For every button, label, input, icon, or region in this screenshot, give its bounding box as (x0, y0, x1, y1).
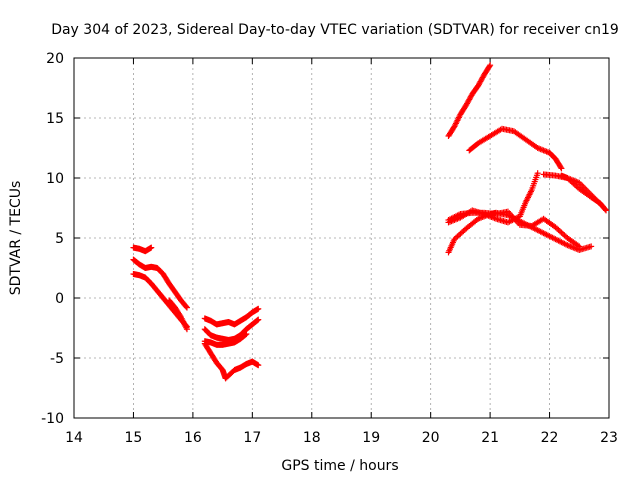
x-tick-label: 20 (422, 430, 440, 446)
x-tick-label: 18 (303, 430, 321, 446)
data-point (486, 63, 493, 70)
x-tick-label: 14 (65, 430, 83, 446)
chart-title: Day 304 of 2023, Sidereal Day-to-day VTE… (51, 22, 619, 38)
x-tick-label: 22 (541, 430, 559, 446)
data-point (183, 303, 190, 310)
series-track-k (540, 171, 607, 210)
y-axis-label: SDTVAR / TECUs (8, 181, 24, 296)
y-tick-label: 20 (46, 51, 64, 67)
data-point (558, 165, 565, 172)
series-track-g (201, 331, 250, 348)
y-tick-label: 15 (46, 111, 64, 127)
series-track-e (201, 305, 262, 328)
x-tick-label: 15 (125, 430, 143, 446)
tick-layer: 14 15 16 17 18 19 20 21 22 23 -10 -5 0 5 10 15 20 (41, 51, 618, 446)
data-point (148, 244, 155, 251)
data-point (243, 331, 250, 337)
series-track-b (130, 256, 190, 311)
data-point (534, 170, 541, 177)
data-point (557, 164, 564, 171)
data-point (255, 316, 262, 323)
x-tick-label: 16 (184, 430, 202, 446)
series-track-l (558, 172, 610, 214)
y-tick-label: -5 (50, 351, 64, 367)
series-track-h (201, 340, 262, 382)
grid-layer (74, 58, 609, 418)
y-tick-label: 10 (46, 171, 64, 187)
series-track-m (445, 170, 541, 226)
data-point (183, 304, 190, 311)
series-track-o (445, 208, 583, 250)
data-point (183, 326, 190, 333)
data-point (576, 243, 583, 250)
x-tick-label: 21 (481, 430, 499, 446)
x-tick-label: 19 (362, 430, 380, 446)
data-point (255, 362, 262, 369)
x-tick-label: 23 (600, 430, 618, 446)
y-tick-label: -10 (41, 411, 64, 427)
x-axis-label: GPS time / hours (281, 458, 398, 474)
data-point (487, 62, 494, 69)
series-track-d (166, 297, 190, 333)
data-point (602, 206, 609, 213)
y-tick-label: 0 (55, 291, 64, 307)
series-layer (130, 62, 610, 382)
series-track-j (466, 125, 565, 172)
series-track-a (130, 244, 155, 255)
data-point (255, 305, 262, 312)
data-point (603, 207, 610, 214)
series-track-i (445, 62, 494, 139)
data-point (588, 243, 595, 250)
x-tick-label: 17 (243, 430, 261, 446)
y-tick-label: 5 (55, 231, 64, 247)
